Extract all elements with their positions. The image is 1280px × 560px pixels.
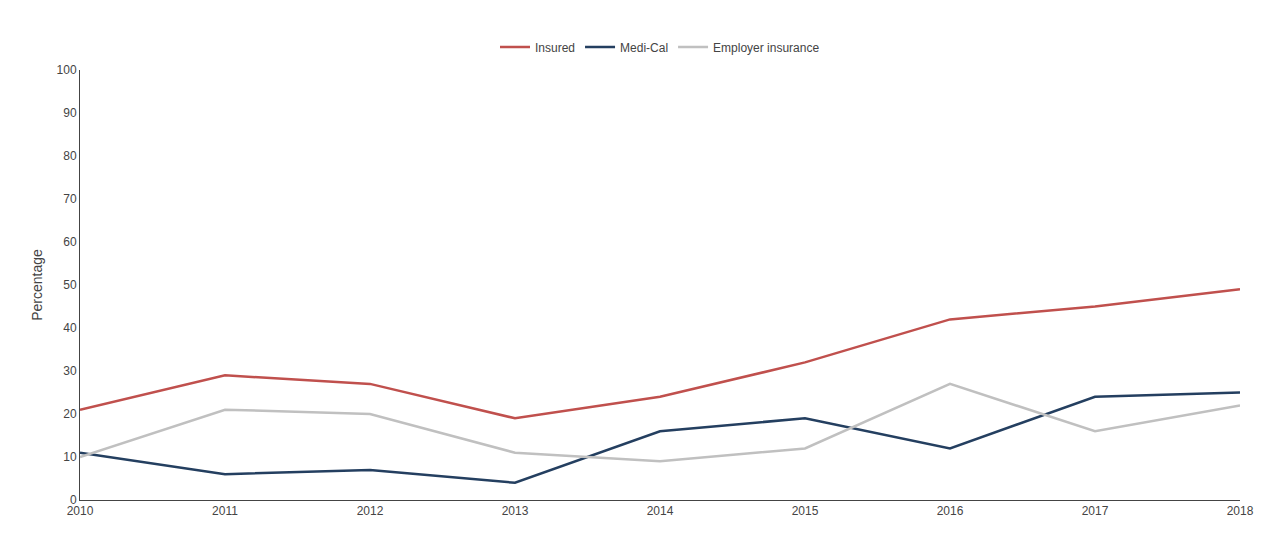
svg-text:2012: 2012 — [357, 504, 384, 518]
svg-text:0: 0 — [70, 493, 77, 507]
svg-text:50: 50 — [63, 278, 77, 292]
svg-text:2017: 2017 — [1082, 504, 1109, 518]
svg-text:2015: 2015 — [792, 504, 819, 518]
svg-text:Insured: Insured — [535, 41, 575, 55]
svg-text:90: 90 — [63, 106, 77, 120]
svg-text:40: 40 — [63, 321, 77, 335]
svg-text:10: 10 — [63, 450, 77, 464]
svg-text:Employer insurance: Employer insurance — [713, 41, 819, 55]
svg-text:20: 20 — [63, 407, 77, 421]
svg-text:2014: 2014 — [647, 504, 674, 518]
svg-text:80: 80 — [63, 149, 77, 163]
svg-text:Percentage: Percentage — [29, 249, 45, 321]
svg-text:2013: 2013 — [502, 504, 529, 518]
svg-text:2016: 2016 — [937, 504, 964, 518]
svg-text:60: 60 — [63, 235, 77, 249]
svg-text:2011: 2011 — [212, 504, 238, 518]
svg-text:Medi-Cal: Medi-Cal — [620, 41, 668, 55]
svg-text:100: 100 — [57, 63, 77, 77]
svg-text:30: 30 — [63, 364, 77, 378]
svg-text:2010: 2010 — [67, 504, 94, 518]
svg-text:2018: 2018 — [1227, 504, 1254, 518]
svg-text:70: 70 — [63, 192, 77, 206]
